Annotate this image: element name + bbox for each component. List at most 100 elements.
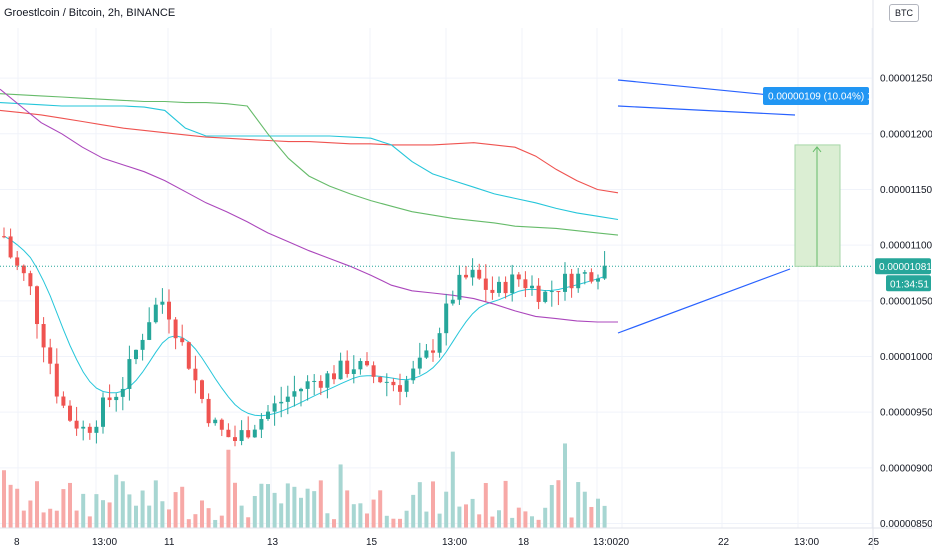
- volume-bar: [233, 482, 237, 528]
- candle-body: [457, 274, 462, 300]
- candle-body: [160, 301, 165, 305]
- candle-body: [318, 380, 323, 388]
- currency-badge[interactable]: BTC: [889, 4, 919, 22]
- candle-body: [173, 319, 178, 339]
- candle-body: [391, 381, 396, 386]
- candle-body: [351, 369, 356, 374]
- volume-bar: [206, 508, 211, 528]
- ma-line: [0, 93, 619, 236]
- volume-bar: [101, 500, 105, 528]
- candle-body: [8, 236, 13, 258]
- drawings: 0.00000109 (10.04%) 109: [0, 79, 884, 334]
- candle-body: [543, 291, 548, 302]
- volume-bar: [338, 464, 343, 528]
- candle-body: [28, 273, 33, 287]
- volume-bar: [61, 489, 66, 528]
- candle-body: [87, 426, 92, 433]
- volume-bar: [266, 484, 270, 528]
- candle-body: [384, 381, 389, 383]
- candle-body: [292, 391, 297, 397]
- volume-bar: [510, 517, 515, 528]
- candle-body: [556, 291, 561, 293]
- candle-body: [530, 285, 534, 289]
- x-tick-label: 13:00: [593, 537, 618, 548]
- candle-body: [54, 363, 59, 397]
- candle-body: [35, 286, 39, 325]
- candle-body: [186, 342, 191, 369]
- volume-bar: [351, 504, 356, 528]
- candle-body: [61, 396, 66, 406]
- volume-bar: [464, 504, 468, 528]
- volume-bar: [384, 515, 389, 528]
- volume-bar: [272, 492, 277, 528]
- volume-bar: [94, 494, 99, 528]
- volume-bar: [411, 494, 416, 528]
- volume-bar: [167, 509, 171, 528]
- volume-bar: [516, 507, 521, 528]
- candle-body: [74, 420, 79, 429]
- volume-bar: [596, 498, 600, 528]
- volume-bar: [378, 490, 383, 528]
- volume-bar: [490, 516, 495, 528]
- volume-bar: [140, 490, 145, 528]
- volume-bar: [114, 474, 119, 528]
- chart-title: Groestlcoin / Bitcoin, 2h, BINANCE: [4, 7, 176, 19]
- volume-bar: [54, 510, 59, 528]
- volume-bar: [530, 516, 534, 528]
- volume-bar: [318, 480, 323, 528]
- trendline: [617, 105, 796, 116]
- volume-bar: [444, 491, 449, 528]
- volume-bar: [305, 488, 310, 528]
- ma-line: [0, 102, 619, 221]
- x-tick-label: 15: [366, 537, 378, 548]
- volume-bar: [312, 491, 317, 528]
- volume-bar: [457, 506, 462, 528]
- candle-body: [576, 273, 581, 289]
- volume-bar: [549, 485, 554, 528]
- volume-bar: [107, 502, 112, 528]
- volume-bar: [173, 492, 178, 528]
- volume-bar: [186, 519, 191, 528]
- volume-bar: [15, 488, 20, 528]
- volume-bar: [226, 449, 231, 528]
- moving-averages: [0, 88, 619, 417]
- candle-body: [246, 430, 251, 438]
- volume-bar: [21, 510, 26, 528]
- candle-body: [147, 322, 152, 340]
- candle-body: [536, 285, 541, 302]
- x-tick-label: 13:00: [92, 537, 117, 548]
- candle-body: [569, 273, 574, 289]
- candle-body: [206, 398, 211, 424]
- volume-bar: [153, 480, 158, 528]
- volume-bar: [160, 501, 165, 528]
- candle-body: [602, 265, 607, 279]
- candle-body: [483, 278, 488, 290]
- volume-bar: [536, 519, 541, 528]
- y-tick-label: 0.00001050: [880, 296, 932, 307]
- candle-body: [285, 396, 290, 402]
- trendline: [617, 79, 791, 98]
- volume-bar: [200, 500, 204, 528]
- candle-body: [503, 281, 508, 294]
- volume-bar: [193, 514, 198, 528]
- candle-body: [523, 279, 528, 289]
- candle-body: [417, 357, 422, 369]
- volume-bar: [87, 516, 92, 528]
- volume-bar: [48, 508, 53, 528]
- x-tick-label: 22: [718, 537, 730, 548]
- candle-body: [239, 430, 244, 442]
- candle-body: [233, 437, 237, 442]
- candle-body: [444, 303, 449, 334]
- measure-label-box: [763, 87, 869, 105]
- volume-bar: [332, 519, 336, 528]
- candle-body: [563, 273, 567, 292]
- volume-bar: [523, 511, 528, 528]
- candle-body: [219, 419, 224, 430]
- candle-body: [299, 388, 303, 392]
- candle-body: [312, 380, 317, 382]
- candle-body: [140, 339, 145, 350]
- volume-bar: [292, 486, 297, 528]
- candle-body: [153, 304, 158, 323]
